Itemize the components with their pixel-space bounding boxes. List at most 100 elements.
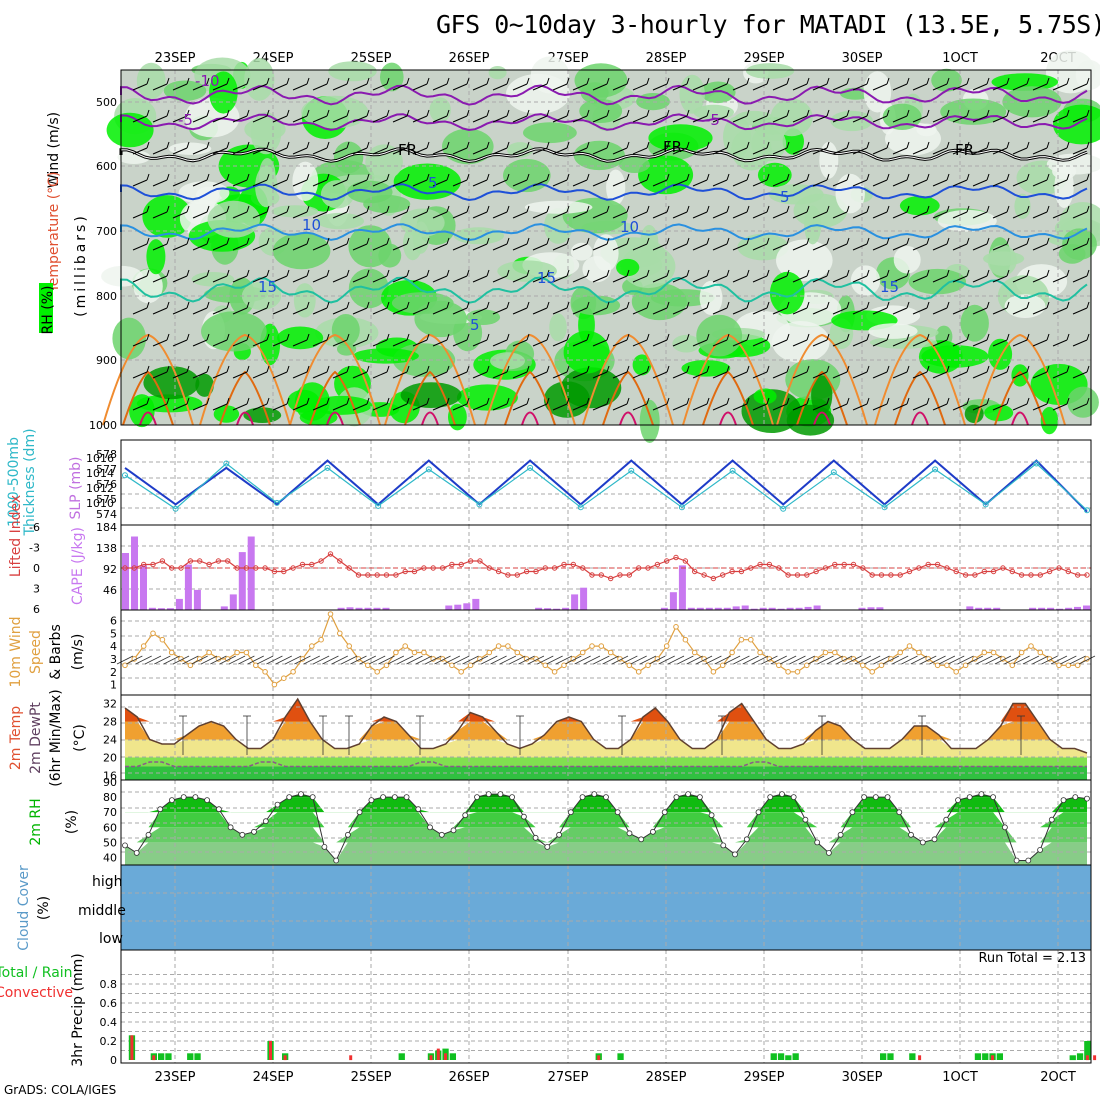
wind-speed-point	[1074, 662, 1081, 669]
wind-barb	[212, 147, 228, 155]
wind-barb-flag	[846, 333, 850, 341]
wind-barb	[312, 147, 328, 155]
wind-barb-flag	[966, 205, 970, 213]
wind-speed-point	[1056, 662, 1062, 669]
wind-barb-flag	[966, 237, 970, 245]
wind-barb	[812, 275, 828, 283]
wind-speed-point	[906, 643, 913, 649]
wind-barb	[798, 655, 815, 665]
wind-barb	[712, 83, 728, 91]
isotherm-30	[813, 411, 831, 426]
wind-speed-point	[860, 662, 866, 669]
cape-bar	[346, 607, 354, 610]
wind-barb	[132, 147, 148, 155]
lifted-index-point	[925, 561, 931, 568]
wind-barb	[132, 403, 148, 411]
wind-barb	[552, 307, 568, 315]
cape-bar	[122, 553, 129, 610]
wind-barb	[352, 243, 368, 251]
cape-bar	[1038, 607, 1046, 610]
lifted-index-point	[1075, 572, 1081, 578]
wind-barb	[252, 211, 268, 219]
rh2m-point	[708, 812, 715, 819]
cape-bar	[220, 606, 228, 610]
thickness-point	[1084, 507, 1090, 514]
wind-barb	[835, 655, 853, 665]
wind-barb	[432, 147, 448, 155]
cape-bar	[472, 598, 480, 610]
wind-barb	[832, 83, 848, 91]
wind-barb-flag	[266, 269, 270, 277]
wind-barb	[212, 403, 228, 411]
wind-barb	[452, 179, 468, 187]
wind-speed-point	[719, 662, 726, 669]
wind-barb-flag	[306, 269, 310, 277]
panel-frame	[120, 69, 1092, 426]
wind-barb-flag	[346, 109, 350, 117]
wind-barb-flag	[646, 237, 650, 245]
wind-barb-flag	[746, 173, 750, 181]
wind-barb-flag	[586, 237, 590, 245]
wind-barb	[219, 655, 236, 665]
lifted-index-point	[981, 568, 987, 575]
wind-barb	[792, 371, 808, 379]
wind-barb	[976, 655, 993, 665]
wind-barb-flag	[946, 301, 950, 309]
wind-speed-point	[1018, 649, 1025, 656]
y-axis-label-precip: 3hr Precip (mm)	[70, 953, 86, 1066]
cape-bar	[148, 607, 156, 610]
wind-barb	[312, 403, 328, 411]
wind-barb-flag	[746, 301, 750, 309]
date-axis-top: 23SEP 24SEP 25SEP 26SEP 27SEP 28SEP 29SEP 30SEP…	[155, 51, 1076, 66]
wind-barb-flag	[486, 141, 490, 149]
wind-barb	[892, 83, 908, 91]
wind-barb	[854, 655, 872, 665]
precip-convective-bar	[130, 1035, 134, 1060]
wind-barb-flag	[386, 301, 390, 309]
wind-barb-flag	[606, 301, 610, 309]
rh-contour-fill	[731, 128, 772, 171]
wind-barb	[752, 147, 768, 155]
rh-contour-fill	[195, 373, 214, 397]
wind-barb-flag	[426, 237, 430, 245]
wind-barb	[152, 243, 168, 251]
contour-label: 15	[537, 269, 556, 287]
wind-barb	[892, 275, 908, 283]
wind-barb	[312, 115, 328, 123]
wind-barb	[232, 339, 248, 347]
wind-barb-flag	[566, 237, 570, 245]
rh2m-point	[755, 809, 762, 816]
wind-barb-flag	[326, 77, 330, 85]
wind-barb	[639, 655, 657, 665]
wind-barb-flag	[486, 77, 490, 85]
wind-barb	[1012, 243, 1028, 251]
lifted-index-point	[962, 572, 969, 578]
wind-barb-flag	[666, 237, 670, 245]
rh-contour-fill	[453, 227, 504, 245]
precip-convective-bar	[436, 1048, 440, 1060]
contour-label: FR	[955, 141, 974, 159]
wind-barb	[972, 179, 988, 187]
wind-barb	[592, 211, 608, 219]
wind-barb	[1032, 115, 1048, 123]
wind-barb-flag	[226, 397, 230, 405]
wind-barb-flag	[506, 205, 510, 213]
run-total-label: Run Total = 2.13	[978, 951, 1086, 966]
wind-barb-flag	[386, 173, 390, 181]
lifted-index-point	[636, 565, 642, 571]
date-label: 1OCT	[942, 51, 978, 66]
wind-barb-flag	[946, 205, 950, 213]
wind-barb	[852, 403, 868, 411]
wind-barb-flag	[586, 141, 590, 149]
thickness-point	[425, 466, 432, 473]
wind-barb	[1032, 83, 1048, 91]
wind-barb	[852, 339, 868, 347]
cape-bar	[1083, 605, 1090, 610]
wind-barb-flag	[666, 269, 670, 277]
wind-barb-flag	[706, 173, 710, 181]
wind-barb	[212, 83, 228, 91]
wind-barb	[621, 655, 638, 665]
wind-barb	[252, 339, 268, 347]
precip-total-bar	[158, 1053, 165, 1060]
wind-barb-flag	[266, 77, 270, 85]
